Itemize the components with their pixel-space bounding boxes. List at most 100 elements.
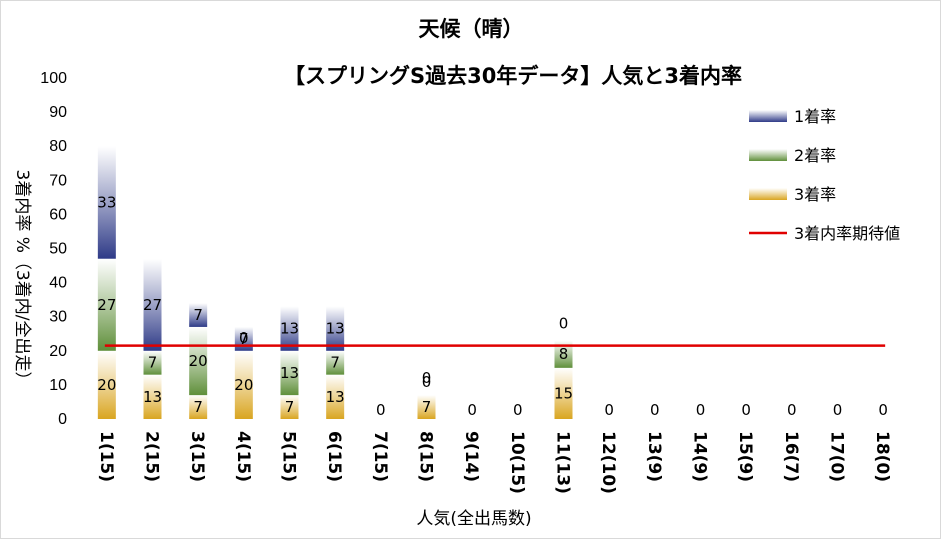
y-tick-label: 20 (49, 343, 67, 360)
data-label: 0 (422, 373, 432, 391)
x-tick-label: 13(9) (644, 431, 664, 482)
data-label: 13 (280, 320, 299, 338)
y-tick-label: 100 (40, 70, 67, 87)
bar-segment (189, 303, 208, 327)
x-tick-label: 11(13) (553, 431, 573, 494)
x-tick-label: 16(7) (781, 431, 801, 482)
bar-segment (189, 326, 208, 396)
data-label: 7 (148, 354, 158, 372)
bar-segment (280, 306, 299, 351)
data-label: 13 (280, 364, 299, 382)
bar-segment (189, 395, 208, 419)
x-tick-label: 7(15) (370, 431, 390, 482)
x-tick-label: 9(14) (461, 431, 481, 482)
data-label: 7 (285, 398, 295, 416)
x-tick-label: 2(15) (142, 431, 162, 482)
y-tick-label: 50 (49, 241, 67, 258)
data-label: 7 (330, 354, 340, 372)
x-tick-label: 12(10) (598, 431, 618, 494)
legend-swatch (749, 149, 787, 161)
y-tick-label: 70 (49, 172, 67, 189)
bar-segment (97, 350, 116, 419)
bar-segment (143, 374, 162, 419)
bar-segment (280, 395, 299, 419)
data-label: 27 (97, 296, 116, 314)
bar-segment (280, 350, 299, 396)
y-axis-label: 3着内率 %（3着内/全出走） (12, 170, 32, 389)
x-tick-label: 18(0) (872, 431, 892, 482)
y-tick-label: 90 (49, 104, 67, 121)
legend-label: 2着率 (794, 146, 836, 165)
data-label: 0 (513, 401, 523, 419)
y-tick-label: 80 (49, 138, 67, 155)
x-tick-label: 3(15) (187, 431, 207, 482)
legend-swatch (749, 188, 787, 200)
legend-label: 3着率 (794, 185, 836, 204)
data-label: 13 (326, 320, 345, 338)
bar-segment (234, 350, 253, 419)
data-label: 0 (376, 401, 386, 419)
x-tick-label: 10(15) (507, 431, 527, 494)
x-tick-label: 8(15) (416, 431, 436, 482)
legend-swatch (749, 110, 787, 122)
data-label: 0 (467, 401, 477, 419)
legend-label: 1着率 (794, 107, 836, 126)
x-tick-label: 1(15) (96, 431, 116, 482)
data-label: 7 (193, 398, 203, 416)
x-tick-label: 5(15) (279, 431, 299, 482)
data-label: 13 (143, 388, 162, 406)
bar-segment (143, 258, 162, 351)
bar-segment (326, 374, 345, 419)
data-label: 7 (422, 398, 432, 416)
x-tick-label: 14(9) (690, 431, 710, 482)
legend-label: 3着内率期待値 (794, 224, 900, 243)
data-label: 7 (193, 306, 203, 324)
data-label: 13 (326, 388, 345, 406)
data-label: 0 (787, 401, 797, 419)
data-label: 0 (878, 401, 888, 419)
data-label: 0 (239, 329, 249, 347)
x-axis-ticks: 1(15) 2(15) 3(15) 4(15) 5(15) 6(15) 7(15) 8(15)… (96, 431, 892, 494)
data-label: 27 (143, 296, 162, 314)
bar-segment (97, 146, 116, 259)
data-label: 20 (189, 352, 208, 370)
x-axis-label: 人気(全出馬数) (416, 509, 531, 529)
data-label: 0 (833, 401, 843, 419)
data-label: 0 (741, 401, 751, 419)
data-label: 33 (97, 193, 116, 211)
bar-segment (417, 395, 436, 419)
bars-group (97, 146, 573, 419)
chart-subtitle: 【スプリングS過去30年データ】人気と3着内率 (284, 64, 742, 88)
y-tick-label: 40 (49, 275, 67, 292)
data-label: 0 (559, 315, 569, 333)
y-tick-label: 10 (49, 377, 67, 394)
legend: 1着率 2着率 3着率 3着内率期待値 (749, 107, 900, 243)
data-label: 0 (422, 369, 432, 387)
data-label: 7 (239, 330, 249, 348)
bar-segment (326, 350, 345, 375)
y-tick-label: 60 (49, 206, 67, 223)
data-label: 0 (604, 401, 614, 419)
bar-segment (97, 258, 116, 351)
bar-segment (554, 340, 573, 368)
chart-title: 天候（晴） (419, 17, 524, 41)
y-tick-label: 0 (58, 411, 67, 428)
data-label: 0 (650, 401, 660, 419)
data-label: 20 (97, 376, 116, 394)
y-axis-ticks: 0 10 20 30 40 50 60 70 80 90 100 (40, 70, 67, 428)
bar-segment (326, 306, 345, 351)
data-label: 15 (554, 384, 573, 402)
bar-segment (554, 367, 573, 419)
x-tick-label: 6(15) (324, 431, 344, 482)
x-tick-label: 17(0) (827, 431, 847, 482)
bar-segment (143, 350, 162, 375)
x-tick-label: 4(15) (233, 431, 253, 482)
data-label: 20 (234, 376, 253, 394)
y-tick-label: 30 (49, 309, 67, 326)
data-label: 0 (696, 401, 706, 419)
data-label: 8 (559, 345, 569, 363)
x-tick-label: 15(9) (735, 431, 755, 482)
